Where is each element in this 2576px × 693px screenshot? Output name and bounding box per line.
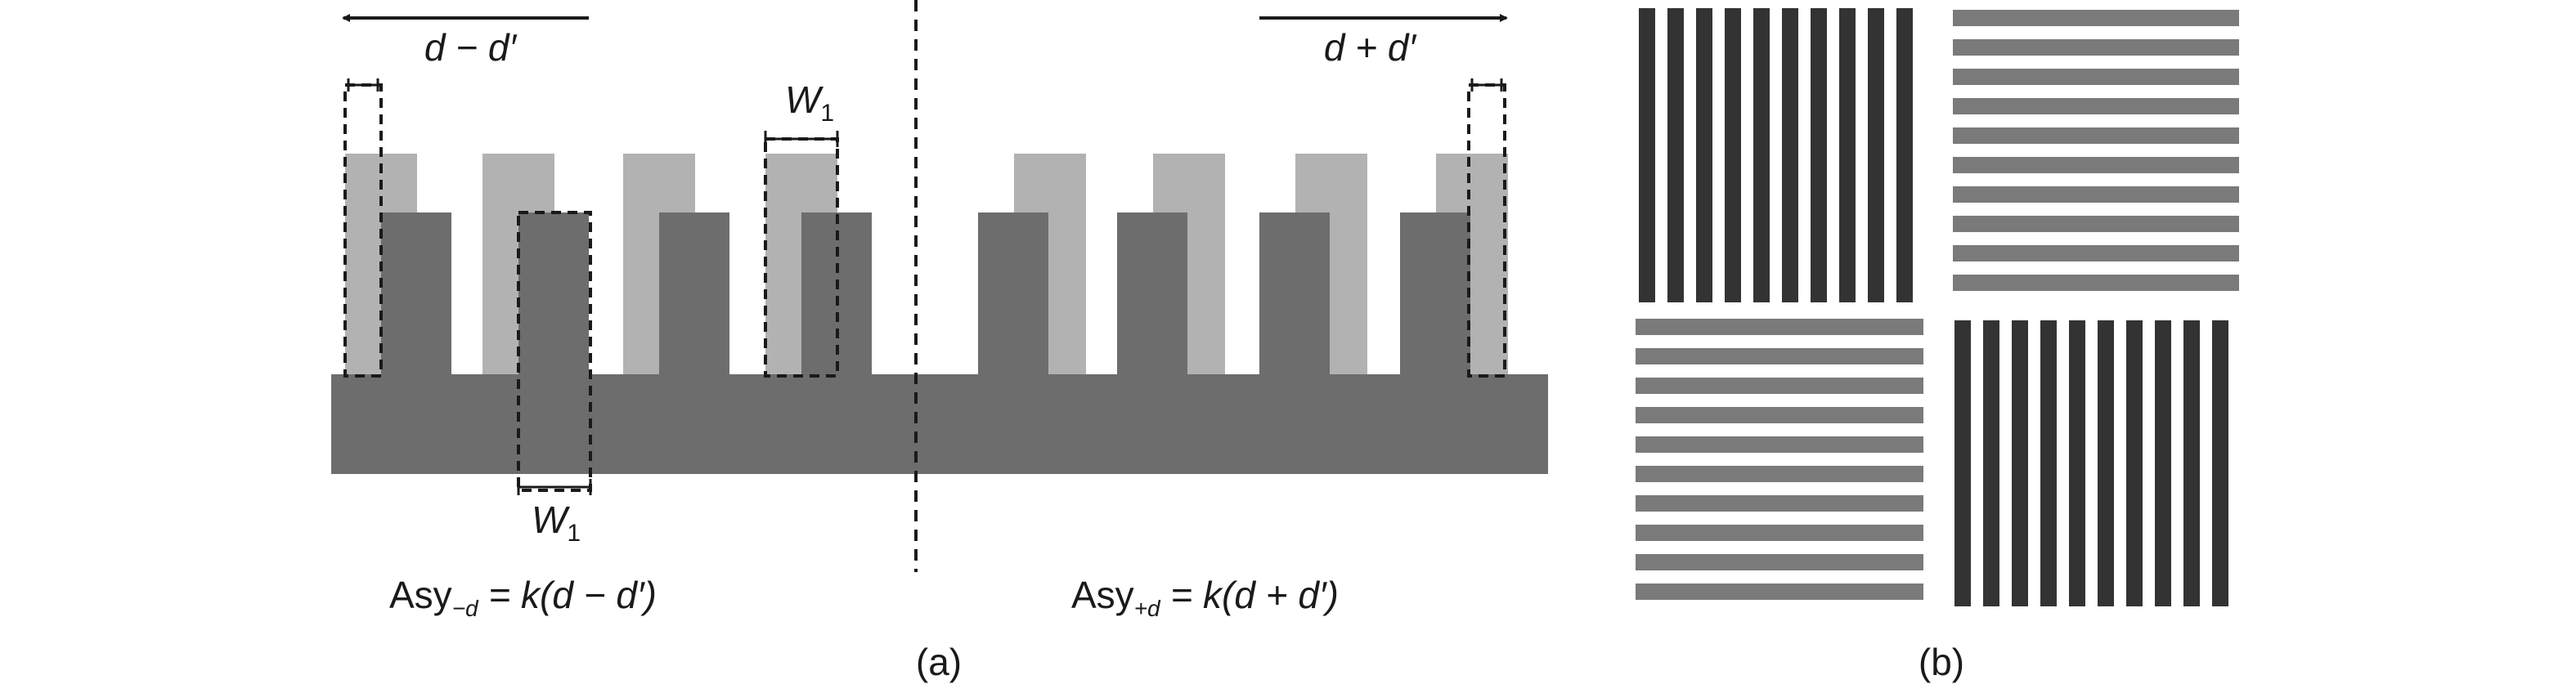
arrow-right-label: d + d′ <box>1324 26 1417 69</box>
grating-bar <box>1868 8 1884 302</box>
grating-bar <box>1811 8 1827 302</box>
grating-bar <box>1983 320 1999 606</box>
formula-right: Asy+d = k(d + d′) <box>1071 574 1339 621</box>
grating-bar <box>2155 320 2171 606</box>
grating-bar <box>1667 8 1684 302</box>
grating-bar <box>1954 320 1971 606</box>
dashed-box-bottom <box>517 211 592 492</box>
caption-b: (b) <box>1919 641 1964 683</box>
panel-b: (b) <box>1636 8 2239 683</box>
grating-bar <box>1636 407 1923 423</box>
dark-line <box>978 212 1048 376</box>
grating-bar <box>1636 495 1923 512</box>
w1-bottom-label: W1 <box>532 499 581 547</box>
grating-bar <box>1953 275 2239 291</box>
grating-bar <box>1953 216 2239 232</box>
grating-bar <box>1636 319 1923 335</box>
grating-bar <box>1725 8 1741 302</box>
substrate <box>331 374 1548 474</box>
grating-bar <box>1696 8 1712 302</box>
formula-left: Asy−d = k(d − d′) <box>389 574 657 621</box>
dark-line <box>1259 212 1330 376</box>
grating-bar <box>2069 320 2085 606</box>
grating-bar <box>1839 8 1856 302</box>
grating-bar <box>2126 320 2143 606</box>
grating-bar <box>1953 245 2239 262</box>
w1-top-label: W1 <box>785 78 834 127</box>
grating-bar <box>2212 320 2228 606</box>
grating-bar <box>2012 320 2028 606</box>
grating-bar <box>1953 186 2239 203</box>
grating-bar <box>1953 98 2239 114</box>
grating-bar <box>1639 8 1655 302</box>
grating-bar <box>1953 157 2239 173</box>
dark-line <box>1400 212 1470 376</box>
grating-bar <box>1636 436 1923 453</box>
grating-bar <box>1953 10 2239 26</box>
grating-bar <box>1636 378 1923 394</box>
quadrant-top-right-horizontal-bars <box>1953 10 2239 291</box>
dark-grating <box>331 212 1548 474</box>
dark-line <box>659 212 729 376</box>
grating-bar <box>1896 8 1913 302</box>
grating-bar <box>1953 69 2239 85</box>
width-arrows <box>347 78 1503 495</box>
dark-line <box>381 212 451 376</box>
grating-bar <box>2183 320 2200 606</box>
grating-bar <box>2040 320 2057 606</box>
grating-bar <box>1636 525 1923 541</box>
grating-bar <box>2098 320 2114 606</box>
arrow-left-label: d − d′ <box>424 26 518 69</box>
quadrant-top-left-vertical-bars <box>1639 8 1913 302</box>
quadrant-bottom-left-horizontal-bars <box>1636 319 1923 600</box>
grating-bar <box>1953 127 2239 144</box>
quadrant-bottom-right-vertical-bars <box>1954 320 2228 606</box>
grating-bar <box>1636 583 1923 600</box>
dark-line <box>518 212 589 376</box>
grating-bar <box>1953 39 2239 56</box>
grating-bar <box>1636 554 1923 570</box>
grating-bar <box>1753 8 1770 302</box>
grating-bar <box>1636 466 1923 482</box>
dark-line <box>1117 212 1187 376</box>
grating-bar <box>1782 8 1798 302</box>
caption-a: (a) <box>916 641 962 683</box>
grating-bar <box>1636 348 1923 364</box>
panel-a: d − d′ d + d′ W1 W1 Asy−d = k(d − d′) As… <box>331 0 1548 683</box>
